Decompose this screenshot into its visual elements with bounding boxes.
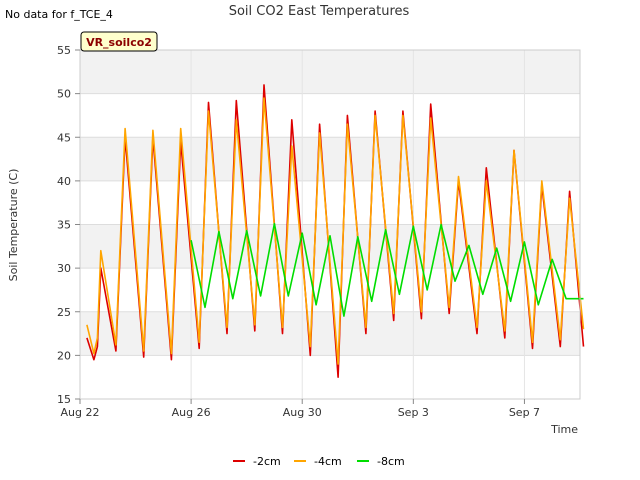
legend: -2cm -4cm -8cm [233,455,405,468]
y-tick-label: 40 [57,175,71,188]
x-tick-label: Aug 26 [172,406,211,419]
legend-label: -4cm [314,455,342,468]
y-tick-label: 30 [57,262,71,275]
y-tick-label: 55 [57,44,71,57]
legend-label: -2cm [253,455,281,468]
x-tick-label: Sep 3 [398,406,429,419]
series-line--8cm [190,222,584,317]
y-tick-label: 50 [57,88,71,101]
y-tick-label: 45 [57,131,71,144]
x-tick-label: Sep 7 [509,406,540,419]
x-tick-label: Aug 30 [283,406,322,419]
plot-band [80,50,580,94]
y-axis-ticks: 15 20 25 30 35 40 45 50 55 [57,44,80,406]
legend-label: -8cm [377,455,405,468]
series-group [86,84,585,379]
chart-title: Soil CO2 East Temperatures [229,4,410,19]
site-badge: VR_soilco2 [80,31,158,52]
site-badge-box [80,31,158,52]
site-badge-label: VR_soilco2 [86,36,152,49]
x-axis-label: Time [550,423,578,436]
y-axis-label: Soil Temperature (C) [7,169,20,282]
y-tick-label: 15 [57,393,71,406]
plot-band [80,311,580,356]
x-tick-label: Aug 22 [61,406,100,419]
plot-band [80,137,580,181]
no-data-note: No data for f_TCE_4 [5,8,113,21]
y-tick-label: 20 [57,349,71,362]
y-tick-label: 35 [57,219,71,232]
y-tick-label: 25 [57,306,71,319]
series-line--4cm [86,97,585,365]
x-axis-ticks: Aug 22 Aug 26 Aug 30 Sep 3 Sep 7 [61,399,540,419]
